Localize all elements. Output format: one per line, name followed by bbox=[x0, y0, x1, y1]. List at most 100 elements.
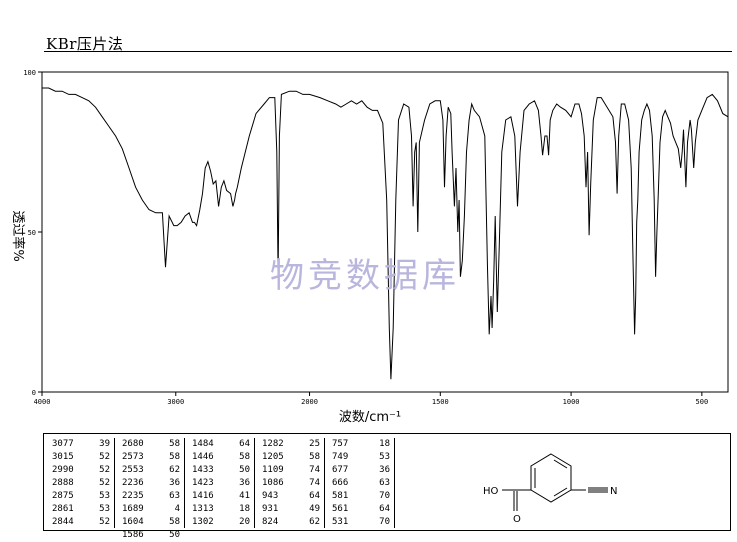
peak-transmittance: 18 bbox=[239, 504, 250, 514]
watermark-text: 物竞数据库 bbox=[270, 256, 460, 296]
peak-transmittance: 62 bbox=[309, 517, 320, 527]
peak-table-column: 3077 39 3015 52 2990 52 2888 52 2875 53 2861 53 2844… bbox=[46, 438, 115, 528]
peak-wavenumber: 2235 bbox=[122, 491, 144, 501]
peak-wavenumber: 2573 bbox=[122, 452, 144, 462]
peak-table-row: 749 53 bbox=[326, 451, 394, 464]
nitrogen-label: N bbox=[610, 486, 617, 497]
peak-wavenumber: 581 bbox=[332, 491, 349, 501]
peak-table-row: 2236 36 bbox=[116, 477, 184, 490]
peak-wavenumber: 677 bbox=[332, 465, 349, 475]
peak-wavenumber: 2990 bbox=[52, 465, 74, 475]
page-title: KBr压片法 bbox=[46, 35, 124, 53]
x-tick-label: 2000 bbox=[301, 398, 318, 406]
peak-transmittance: 52 bbox=[99, 452, 110, 462]
y-axis-label: 透过率% bbox=[10, 210, 26, 261]
peak-table-row: 1282 25 bbox=[256, 438, 324, 451]
peak-wavenumber: 2553 bbox=[122, 465, 144, 475]
peak-table-row: 1689 4 bbox=[116, 503, 184, 516]
peak-table-row: 943 64 bbox=[256, 490, 324, 503]
peak-transmittance: 53 bbox=[99, 491, 110, 501]
x-tick-label: 3000 bbox=[167, 398, 184, 406]
peak-table-row: 666 63 bbox=[326, 477, 394, 490]
x-tick-label: 1500 bbox=[432, 398, 449, 406]
peak-wavenumber: 1109 bbox=[262, 465, 284, 475]
peak-wavenumber: 824 bbox=[262, 517, 279, 527]
peak-table-column: 2680 58 2573 58 2553 62 2236 36 2235 63 1689 4 1604 5… bbox=[116, 438, 185, 540]
peak-wavenumber: 1586 bbox=[122, 530, 144, 540]
peak-table-row: 1423 36 bbox=[186, 477, 254, 490]
title-divider bbox=[44, 51, 732, 52]
peak-transmittance: 62 bbox=[169, 465, 180, 475]
peak-transmittance: 63 bbox=[169, 491, 180, 501]
peak-wavenumber: 1282 bbox=[262, 439, 284, 449]
peak-transmittance: 25 bbox=[309, 439, 320, 449]
peak-table-row: 824 62 bbox=[256, 516, 324, 529]
peak-table: 3077 39 3015 52 2990 52 2888 52 2875 53 2861 53 2844… bbox=[43, 433, 731, 540]
peak-transmittance: 50 bbox=[169, 530, 180, 540]
peak-wavenumber: 561 bbox=[332, 504, 349, 514]
peak-wavenumber: 1086 bbox=[262, 478, 284, 488]
spectrum-line bbox=[42, 87, 729, 380]
peak-transmittance: 53 bbox=[379, 452, 390, 462]
peak-table-row: 2573 58 bbox=[116, 451, 184, 464]
peak-table-row: 581 70 bbox=[326, 490, 394, 503]
peak-table-row: 931 49 bbox=[256, 503, 324, 516]
peak-transmittance: 63 bbox=[379, 478, 390, 488]
peak-table-row: 757 18 bbox=[326, 438, 394, 451]
peak-transmittance: 50 bbox=[239, 465, 250, 475]
x-tick-label: 4000 bbox=[34, 398, 51, 406]
y-tick-label: 0 bbox=[32, 389, 36, 397]
peak-table-row: 1433 50 bbox=[186, 464, 254, 477]
peak-transmittance: 70 bbox=[379, 517, 390, 527]
peak-transmittance: 52 bbox=[99, 478, 110, 488]
peak-wavenumber: 1423 bbox=[192, 478, 214, 488]
peak-table-row: 3015 52 bbox=[46, 451, 114, 464]
peak-wavenumber: 2236 bbox=[122, 478, 144, 488]
peak-transmittance: 49 bbox=[309, 504, 320, 514]
peak-wavenumber: 2844 bbox=[52, 517, 74, 527]
peak-transmittance: 41 bbox=[239, 491, 250, 501]
x-tick-label: 500 bbox=[696, 398, 709, 406]
peak-wavenumber: 3015 bbox=[52, 452, 74, 462]
peak-table-row: 531 70 bbox=[326, 516, 394, 529]
peak-wavenumber: 1604 bbox=[122, 517, 144, 527]
peak-wavenumber: 757 bbox=[332, 439, 349, 449]
ir-spectrum-chart: 4000 3000 2000 1500 1000 500 0 50 100 波数/cm⁻¹ 透过… bbox=[10, 69, 729, 425]
peak-wavenumber: 531 bbox=[332, 517, 349, 527]
peak-table-row: 1416 41 bbox=[186, 490, 254, 503]
peak-wavenumber: 2680 bbox=[122, 439, 144, 449]
peak-transmittance: 64 bbox=[379, 504, 390, 514]
peak-table-row: 1446 58 bbox=[186, 451, 254, 464]
peak-table-row: 2861 53 bbox=[46, 503, 114, 516]
peak-table-row: 3077 39 bbox=[46, 438, 114, 451]
peak-table-column: 757 18 749 53 677 36 666 63 581 70 561 64 531 70 bbox=[326, 438, 395, 528]
peak-transmittance: 74 bbox=[309, 465, 320, 475]
peak-table-row: 1484 64 bbox=[186, 438, 254, 451]
peak-wavenumber: 2861 bbox=[52, 504, 74, 514]
hydroxyl-label: HO bbox=[483, 486, 499, 497]
peak-transmittance: 58 bbox=[239, 452, 250, 462]
peak-table-row: 2990 52 bbox=[46, 464, 114, 477]
peak-wavenumber: 749 bbox=[332, 452, 349, 462]
peak-transmittance: 58 bbox=[169, 517, 180, 527]
peak-transmittance: 39 bbox=[99, 439, 110, 449]
peak-transmittance: 36 bbox=[239, 478, 250, 488]
peak-transmittance: 36 bbox=[379, 465, 390, 475]
peak-transmittance: 20 bbox=[239, 517, 250, 527]
peak-table-row: 2875 53 bbox=[46, 490, 114, 503]
peak-table-row: 1205 58 bbox=[256, 451, 324, 464]
peak-wavenumber: 1433 bbox=[192, 465, 214, 475]
peak-table-column: 1282 25 1205 58 1109 74 1086 74 943 64 931 49 824 62 bbox=[256, 438, 325, 528]
peak-table-row: 1302 20 bbox=[186, 516, 254, 529]
peak-table-row: 561 64 bbox=[326, 503, 394, 516]
benzene-ring bbox=[530, 453, 572, 503]
peak-table-row: 1086 74 bbox=[256, 477, 324, 490]
y-tick-label: 50 bbox=[28, 229, 36, 237]
peak-transmittance: 18 bbox=[379, 439, 390, 449]
peak-wavenumber: 1313 bbox=[192, 504, 214, 514]
peak-wavenumber: 1446 bbox=[192, 452, 214, 462]
peak-transmittance: 36 bbox=[169, 478, 180, 488]
peak-transmittance: 52 bbox=[99, 517, 110, 527]
peak-transmittance: 64 bbox=[309, 491, 320, 501]
peak-table-column: 1484 64 1446 58 1433 50 1423 36 1416 41 1313 18 1302… bbox=[186, 438, 255, 528]
